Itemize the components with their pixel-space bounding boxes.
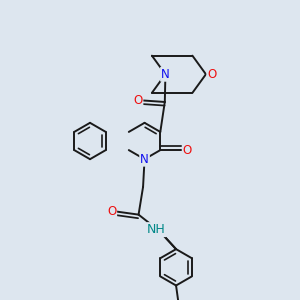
Text: O: O [107,205,116,218]
Text: N: N [140,153,149,166]
Text: O: O [133,94,142,107]
Text: N: N [161,68,170,81]
Text: O: O [207,68,217,81]
Text: NH: NH [147,223,166,236]
Text: O: O [183,144,192,157]
